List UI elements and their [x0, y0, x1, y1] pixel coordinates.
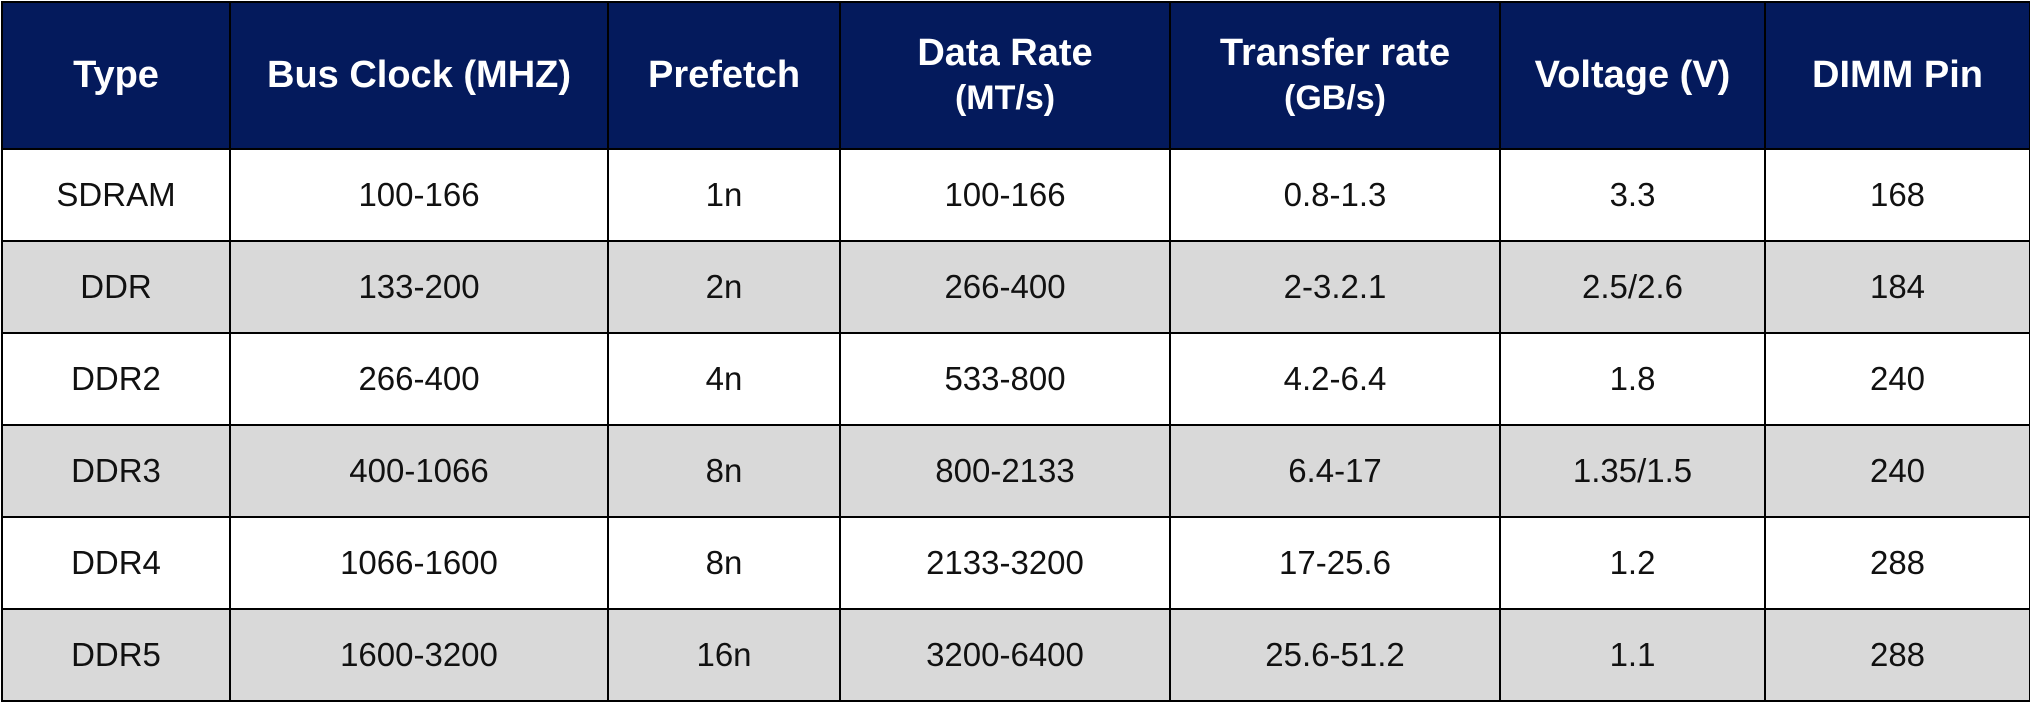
table-row: DDR4 1066-1600 8n 2133-3200 17-25.6 1.2 288: [1, 516, 2030, 610]
table-cell: 1.8: [1499, 332, 1766, 426]
table-cell: 133-200: [229, 240, 609, 334]
header-text: Type: [73, 53, 159, 96]
table-cell: DDR5: [1, 608, 231, 702]
table-row: DDR2 266-400 4n 533-800 4.2-6.4 1.8 240: [1, 332, 2030, 426]
table-cell: DDR3: [1, 424, 231, 518]
table-cell: 4.2-6.4: [1169, 332, 1501, 426]
table-cell: DDR4: [1, 516, 231, 610]
table-cell: 17-25.6: [1169, 516, 1501, 610]
table-cell: 2133-3200: [839, 516, 1171, 610]
header-cell: Prefetch: [607, 1, 841, 150]
header-cell: Transfer rate (GB/s): [1169, 1, 1501, 150]
table-cell: 1600-3200: [229, 608, 609, 702]
table-cell: 800-2133: [839, 424, 1171, 518]
header-text: Voltage (V): [1534, 53, 1731, 96]
table-cell: 100-166: [839, 148, 1171, 242]
header-text: Transfer rate: [1219, 31, 1451, 74]
table-cell: 100-166: [229, 148, 609, 242]
table-cell: 4n: [607, 332, 841, 426]
table-cell: 266-400: [839, 240, 1171, 334]
header-cell: DIMM Pin: [1764, 1, 2030, 150]
table-cell: 8n: [607, 424, 841, 518]
header-cell: Bus Clock (MHZ): [229, 1, 609, 150]
table-cell: SDRAM: [1, 148, 231, 242]
table-body: SDRAM 100-166 1n 100-166 0.8-1.3 3.3 168 DDR 133…: [1, 148, 2030, 702]
header-row: Type Bus Clock (MHZ) Prefetch Data Rate (MT/…: [1, 1, 2030, 150]
table-cell: 288: [1764, 516, 2030, 610]
table-cell: 2n: [607, 240, 841, 334]
table-cell: 240: [1764, 332, 2030, 426]
table-cell: 168: [1764, 148, 2030, 242]
header-text: Prefetch: [647, 53, 801, 96]
table-cell: 1.1: [1499, 608, 1766, 702]
header-text: (MT/s): [954, 78, 1056, 117]
table-cell: 1.35/1.5: [1499, 424, 1766, 518]
table-cell: 8n: [607, 516, 841, 610]
header-cell: Data Rate (MT/s): [839, 1, 1171, 150]
table-cell: 2.5/2.6: [1499, 240, 1766, 334]
table-cell: 1066-1600: [229, 516, 609, 610]
table-cell: DDR2: [1, 332, 231, 426]
header-text: (GB/s): [1284, 78, 1386, 117]
table-cell: 3.3: [1499, 148, 1766, 242]
header-text: Data Rate: [917, 31, 1093, 74]
table-cell: 266-400: [229, 332, 609, 426]
table-cell: 2-3.2.1: [1169, 240, 1501, 334]
table-cell: 1n: [607, 148, 841, 242]
table-cell: DDR: [1, 240, 231, 334]
table-row: SDRAM 100-166 1n 100-166 0.8-1.3 3.3 168: [1, 148, 2030, 242]
table-cell: 3200-6400: [839, 608, 1171, 702]
header-text: Bus Clock (MHZ): [267, 53, 571, 96]
table-cell: 288: [1764, 608, 2030, 702]
table-row: DDR5 1600-3200 16n 3200-6400 25.6-51.2 1.1 288: [1, 608, 2030, 702]
header-cell: Voltage (V): [1499, 1, 1766, 150]
table-cell: 0.8-1.3: [1169, 148, 1501, 242]
table-row: DDR3 400-1066 8n 800-2133 6.4-17 1.35/1.5 240: [1, 424, 2030, 518]
table-cell: 400-1066: [229, 424, 609, 518]
table-cell: 533-800: [839, 332, 1171, 426]
table-cell: 25.6-51.2: [1169, 608, 1501, 702]
table-cell: 6.4-17: [1169, 424, 1501, 518]
memory-table: Type Bus Clock (MHZ) Prefetch Data Rate (MT/…: [1, 1, 2030, 702]
table-cell: 184: [1764, 240, 2030, 334]
table-cell: 16n: [607, 608, 841, 702]
table-cell: 1.2: [1499, 516, 1766, 610]
header-text: DIMM Pin: [1812, 53, 1983, 96]
table-cell: 240: [1764, 424, 2030, 518]
header-cell: Type: [1, 1, 231, 150]
table-row: DDR 133-200 2n 266-400 2-3.2.1 2.5/2.6 184: [1, 240, 2030, 334]
